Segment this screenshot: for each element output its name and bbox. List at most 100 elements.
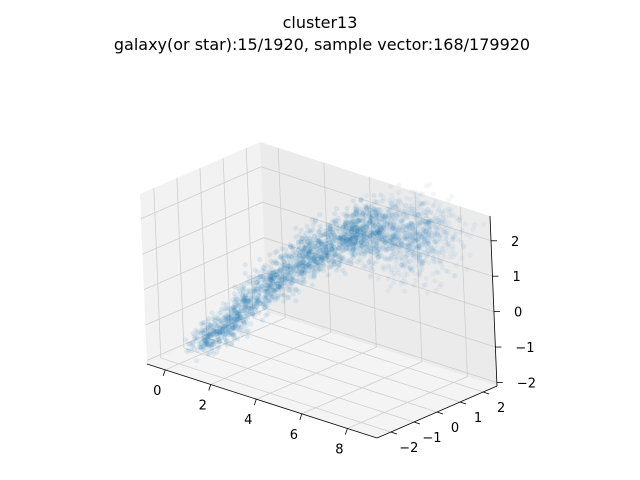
scatter-point xyxy=(406,243,412,249)
grid-z-2 xyxy=(143,237,495,312)
grid-x-4 xyxy=(347,206,468,429)
scatter-point xyxy=(191,345,197,351)
scatter-point xyxy=(297,245,303,251)
scatter-point xyxy=(221,324,227,330)
scatter-point xyxy=(274,286,280,292)
scatter-point xyxy=(430,220,436,226)
scatter-point xyxy=(230,332,236,338)
scatter-point xyxy=(267,251,273,258)
scatter-point xyxy=(344,236,350,243)
scatter-point xyxy=(351,223,357,229)
scatter-point xyxy=(256,297,262,303)
scatter-point xyxy=(271,288,277,294)
scatter-point xyxy=(343,224,349,230)
scatter-point xyxy=(359,239,365,245)
scatter-point xyxy=(363,205,370,211)
scatter-point xyxy=(417,220,423,226)
scatter-point xyxy=(312,252,318,258)
grid-z-0 xyxy=(146,308,498,383)
scatter-point xyxy=(343,223,349,230)
scatter-point xyxy=(422,281,428,287)
scatter-point xyxy=(401,230,407,236)
scatter-point xyxy=(346,221,352,228)
scatter-point xyxy=(323,247,330,253)
scatter-point xyxy=(275,281,281,287)
scatter-point xyxy=(337,235,343,241)
scatter-point xyxy=(397,225,403,231)
scatter-point xyxy=(200,320,206,326)
scatter-point xyxy=(213,331,219,337)
scatter-point xyxy=(421,242,427,249)
scatter-point xyxy=(256,276,262,282)
scatter-point xyxy=(379,214,385,220)
scatter-point xyxy=(189,348,195,354)
scatter-point xyxy=(381,224,387,230)
scatter-point xyxy=(236,310,242,316)
scatter-point xyxy=(419,262,425,268)
scatter-point xyxy=(360,210,366,216)
scatter-point xyxy=(417,239,423,245)
scatter-point xyxy=(423,213,429,219)
scatter-point xyxy=(409,241,415,247)
scatter-point xyxy=(312,259,318,265)
scatter-point xyxy=(365,220,371,226)
scatter-point xyxy=(387,221,393,227)
scatter-point xyxy=(417,200,423,206)
scatter-point xyxy=(358,234,364,241)
scatter-point xyxy=(345,245,351,251)
scatter-point xyxy=(254,298,261,304)
scatter-point xyxy=(392,223,398,229)
scatter-point xyxy=(426,216,432,222)
scatter-point xyxy=(427,181,433,187)
scatter-point xyxy=(407,225,413,231)
scatter-point xyxy=(206,351,212,357)
scatter-point xyxy=(240,318,247,324)
scatter-point xyxy=(426,234,432,240)
scatter-point xyxy=(309,250,316,256)
scatter-point xyxy=(291,266,297,272)
scatter-point xyxy=(261,302,267,308)
scatter-point xyxy=(405,241,411,247)
scatter-point xyxy=(416,244,422,250)
scatter-point xyxy=(416,242,422,249)
scatter-point xyxy=(226,313,232,319)
scatter-point xyxy=(459,227,465,233)
scatter-point xyxy=(310,258,316,264)
scatter-point xyxy=(303,263,309,270)
scatter-point xyxy=(242,305,248,311)
scatter-point xyxy=(398,218,404,224)
scatter-point xyxy=(230,297,236,303)
scatter-point xyxy=(334,225,340,231)
scatter-point xyxy=(353,244,360,250)
scatter-point xyxy=(388,211,394,217)
scatter-point xyxy=(284,278,290,284)
scatter-point xyxy=(367,272,373,278)
scatter-point xyxy=(417,254,423,260)
scatter-point xyxy=(205,327,211,333)
scatter-point xyxy=(284,283,290,289)
scatter-point xyxy=(230,324,236,330)
scatter-point xyxy=(385,209,391,216)
scatter-point xyxy=(231,318,237,324)
scatter-point xyxy=(195,329,201,335)
scatter-point xyxy=(280,258,287,264)
scatter-point xyxy=(231,310,237,316)
scatter-point xyxy=(206,343,212,349)
scatter-point xyxy=(428,242,434,248)
scatter-point xyxy=(252,267,258,273)
scatter-point xyxy=(356,213,362,219)
scatter-point xyxy=(230,322,236,328)
scatter-point xyxy=(324,244,330,250)
scatter-point xyxy=(441,243,447,249)
scatter-point xyxy=(397,234,403,240)
scatter-point xyxy=(225,329,231,335)
scatter-point xyxy=(308,236,314,242)
scatter-point xyxy=(342,222,348,228)
scatter-point xyxy=(354,231,361,237)
scatter-point xyxy=(300,260,306,266)
scatter-point xyxy=(407,228,413,234)
scatter-point xyxy=(435,221,441,227)
scatter-point xyxy=(438,210,444,217)
scatter-point xyxy=(255,275,261,281)
scatter-point xyxy=(440,211,446,217)
